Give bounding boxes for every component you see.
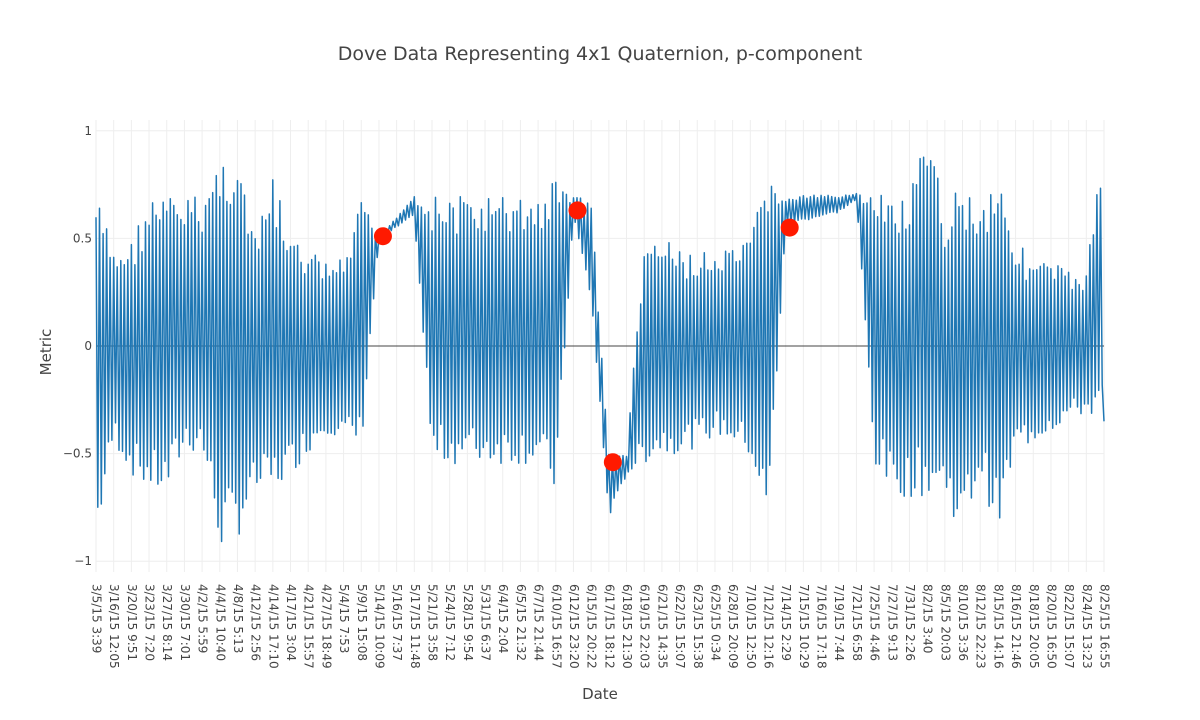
x-tick-label: 8/16/15 21:46 xyxy=(1009,584,1023,669)
highlight-point xyxy=(568,201,587,220)
y-tick-label: 0 xyxy=(84,339,92,353)
x-axis-title: Date xyxy=(582,685,618,703)
x-tick-label: 7/27/15 9:13 xyxy=(885,584,899,661)
x-tick-label: 7/10/15 12:50 xyxy=(744,584,758,669)
x-tick-label: 7/15/15 10:29 xyxy=(797,584,811,669)
x-tick-label: 3/5/15 3:39 xyxy=(90,584,104,653)
x-tick-label: 5/24/15 7:12 xyxy=(443,584,457,661)
x-tick-label: 8/18/15 20:05 xyxy=(1027,584,1041,669)
x-tick-label: 6/22/15 15:07 xyxy=(673,584,687,669)
x-tick-label: 6/23/15 15:38 xyxy=(691,584,705,669)
x-tick-label: 7/12/15 12:16 xyxy=(762,584,776,669)
chart-title: Dove Data Representing 4x1 Quaternion, p… xyxy=(338,43,863,65)
x-tick-label: 6/15/15 20:22 xyxy=(585,584,599,669)
y-axis-title: Metric xyxy=(37,329,55,376)
series-line xyxy=(95,156,1105,543)
x-tick-labels: 3/5/15 3:39 3/16/15 12:05 3/20/15 9:51 3/23… xyxy=(90,584,1112,669)
highlight-point xyxy=(603,453,622,472)
x-tick-label: 6/18/15 21:30 xyxy=(620,584,634,669)
x-tick-label: 3/16/15 12:05 xyxy=(107,584,121,669)
x-tick-label: 8/10/15 3:36 xyxy=(956,584,970,661)
x-tick-label: 7/19/15 7:44 xyxy=(832,584,846,661)
x-tick-label: 7/16/15 17:18 xyxy=(815,584,829,669)
x-tick-label: 5/17/15 11:48 xyxy=(408,584,422,669)
x-tick-label: 3/20/15 9:51 xyxy=(125,584,139,661)
x-tick-label: 5/4/15 7:53 xyxy=(337,584,351,653)
y-tick-labels: 1 0.5 0 −0.5 −1 xyxy=(63,124,92,568)
x-tick-label: 6/17/15 18:12 xyxy=(602,584,616,669)
x-tick-label: 5/9/15 15:08 xyxy=(355,584,369,661)
y-tick-label: 0.5 xyxy=(73,231,92,245)
x-tick-label: 6/28/15 20:09 xyxy=(726,584,740,669)
x-tick-label: 6/19/15 22:03 xyxy=(638,584,652,669)
x-tick-label: 4/4/15 10:40 xyxy=(213,584,227,661)
x-tick-label: 8/25/15 16:55 xyxy=(1098,584,1112,669)
x-tick-label: 8/5/15 20:03 xyxy=(938,584,952,661)
x-tick-label: 5/31/15 6:37 xyxy=(479,584,493,661)
x-tick-label: 7/25/15 4:46 xyxy=(868,584,882,661)
x-tick-label: 7/21/15 6:58 xyxy=(850,584,864,661)
x-tick-label: 5/14/15 10:09 xyxy=(372,584,386,669)
x-tick-label: 4/17/15 3:04 xyxy=(284,584,298,661)
x-tick-label: 8/20/15 16:50 xyxy=(1044,584,1058,669)
x-tick-label: 4/27/15 18:49 xyxy=(319,584,333,669)
x-tick-label: 6/25/15 0:34 xyxy=(708,584,722,661)
x-tick-label: 4/8/15 5:13 xyxy=(231,584,245,653)
y-tick-label: 1 xyxy=(84,124,92,138)
series-line-group xyxy=(95,156,1105,543)
x-tick-label: 8/15/15 14:16 xyxy=(991,584,1005,669)
x-tick-label: 8/12/15 22:23 xyxy=(974,584,988,669)
x-tick-label: 4/21/15 15:57 xyxy=(302,584,316,669)
y-tick-label: −1 xyxy=(74,554,92,568)
x-tick-label: 3/27/15 8:14 xyxy=(160,584,174,661)
y-tick-label: −0.5 xyxy=(63,447,92,461)
x-tick-label: 6/12/15 23:20 xyxy=(567,584,581,669)
highlight-point xyxy=(780,218,799,237)
x-tick-label: 6/5/15 21:32 xyxy=(514,584,528,661)
highlight-point xyxy=(373,227,392,246)
x-tick-label: 4/2/15 5:59 xyxy=(196,584,210,653)
x-tick-label: 8/22/15 15:07 xyxy=(1062,584,1076,669)
highlight-markers xyxy=(373,201,799,472)
x-tick-label: 3/23/15 7:20 xyxy=(143,584,157,661)
x-tick-label: 4/12/15 2:56 xyxy=(249,584,263,661)
x-tick-label: 3/30/15 7:01 xyxy=(178,584,192,661)
x-tick-label: 7/31/15 2:26 xyxy=(903,584,917,661)
x-tick-label: 5/21/15 3:58 xyxy=(426,584,440,661)
x-tick-label: 5/16/15 7:37 xyxy=(390,584,404,661)
x-tick-label: 5/28/15 9:54 xyxy=(461,584,475,661)
x-tick-label: 8/24/15 13:23 xyxy=(1080,584,1094,669)
x-tick-label: 7/14/15 2:29 xyxy=(779,584,793,661)
x-tick-label: 6/4/15 2:04 xyxy=(496,584,510,653)
x-tick-label: 4/14/15 17:10 xyxy=(266,584,280,669)
x-tick-label: 8/2/15 3:40 xyxy=(921,584,935,653)
x-tick-label: 6/7/15 21:44 xyxy=(532,584,546,661)
x-tick-label: 6/21/15 14:35 xyxy=(655,584,669,669)
x-tick-label: 6/10/15 16:57 xyxy=(549,584,563,669)
